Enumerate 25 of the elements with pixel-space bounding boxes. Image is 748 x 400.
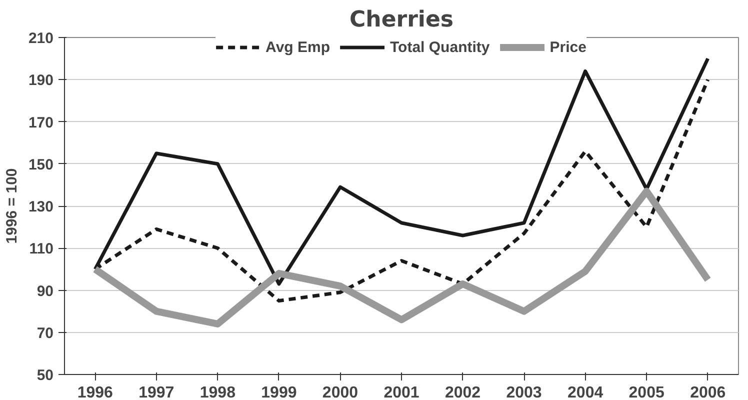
x-tick-label: 1999 [261,384,297,400]
x-tick-label: 2000 [322,384,358,400]
y-tick-label: 150 [28,156,54,174]
x-tick-label: 1997 [138,384,174,400]
legend-label: Total Quantity [390,38,490,56]
y-tick-label: 170 [28,114,54,132]
y-tick-label: 210 [28,30,54,47]
x-tick-label: 2001 [384,384,420,400]
x-tick-label: 2003 [506,384,542,400]
x-tick-label: 2006 [690,384,726,400]
y-tick-label: 70 [36,324,54,342]
y-tick-label: 50 [36,367,54,384]
x-tick-label: 1996 [77,384,114,400]
x-tick-label: 2005 [628,384,664,400]
legend-label: Avg Emp [266,38,330,56]
y-tick-label: 90 [36,282,54,300]
y-tick-label: 130 [28,198,54,216]
x-tick-label: 2004 [568,384,604,400]
x-tick-label: 2002 [444,384,481,400]
x-tick-label: 1998 [200,384,236,400]
legend-label: Price [550,38,586,56]
chart-title: Cherries [350,8,454,32]
y-tick-label: 190 [28,72,54,90]
y-axis-title: 1996 = 100 [3,168,20,244]
y-tick-label: 110 [29,240,54,258]
